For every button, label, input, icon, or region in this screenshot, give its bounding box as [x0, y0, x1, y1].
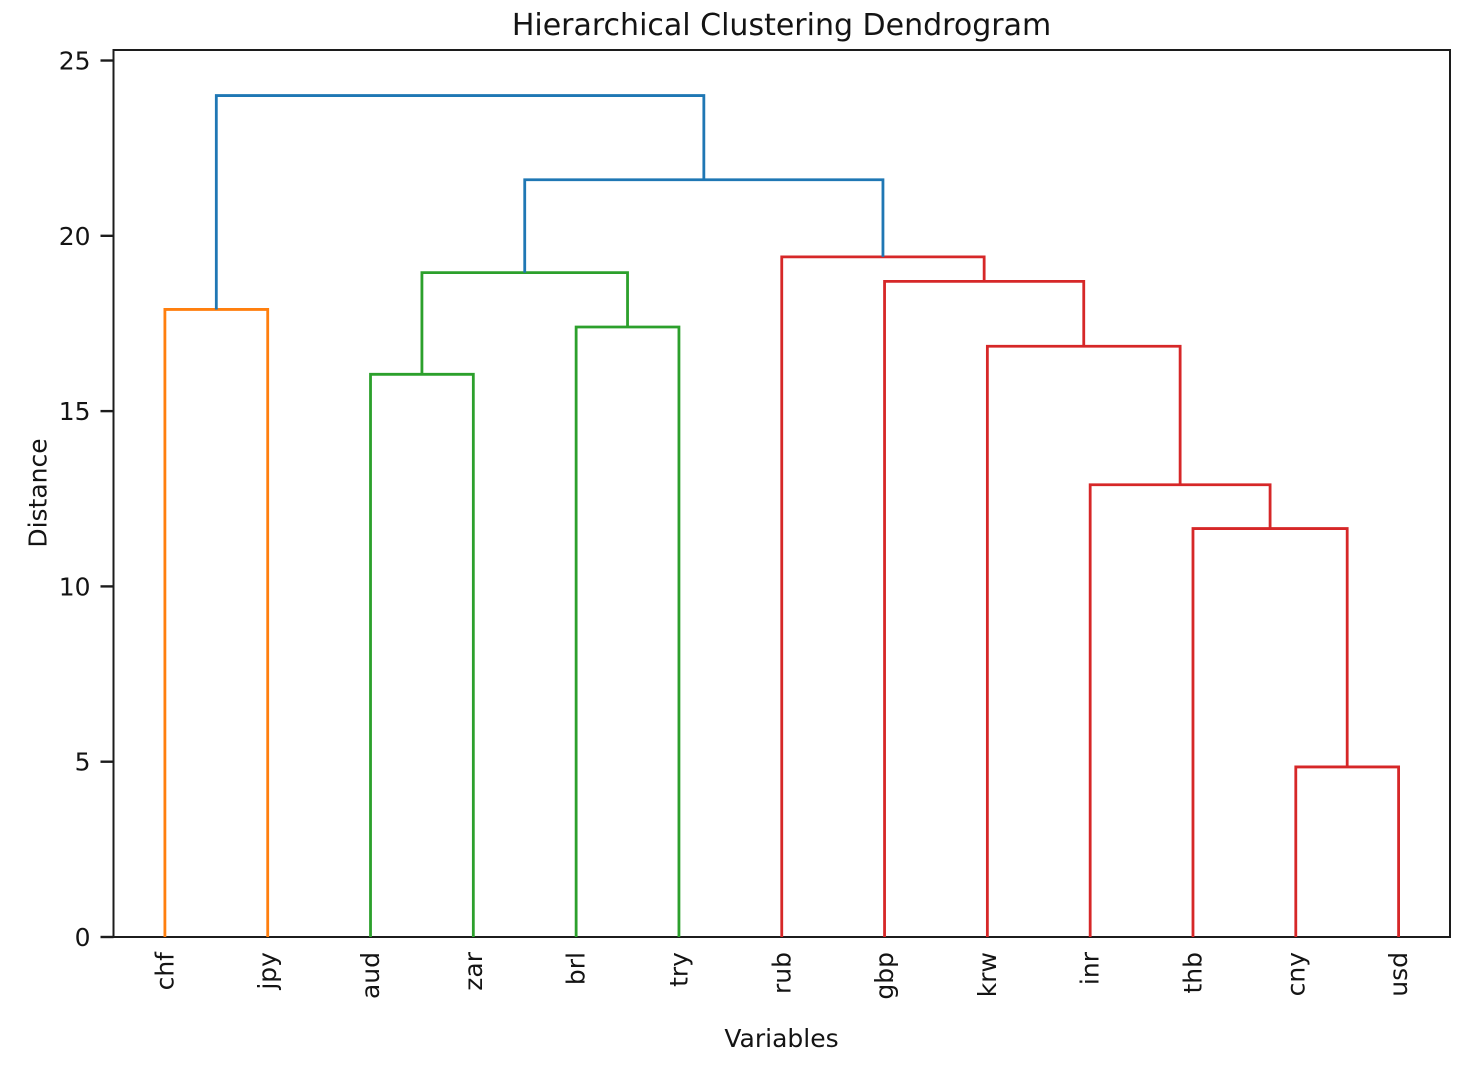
y-tick-label-20: 20 — [59, 222, 91, 251]
y-tick-label-0: 0 — [75, 923, 91, 952]
y-tick-label-10: 10 — [59, 572, 91, 601]
leaf-label-brl: brl — [562, 952, 591, 985]
cluster-link-B1 — [523, 178, 885, 273]
leaf-label-zar: zar — [459, 951, 488, 990]
cluster-link-G2 — [574, 325, 681, 937]
chart-title: Hierarchical Clustering Dendrogram — [511, 8, 1052, 43]
leaf-label-krw: krw — [973, 952, 1002, 997]
cluster-link-G3 — [420, 271, 629, 375]
y-tick-label-5: 5 — [75, 748, 91, 777]
cluster-link-R6 — [780, 255, 986, 937]
x-axis-label: Variables — [724, 1024, 839, 1053]
cluster-link-O1 — [163, 308, 270, 937]
leaf-label-usd: usd — [1384, 952, 1413, 997]
leaf-label-rub: rub — [767, 952, 796, 994]
y-tick-label-15: 15 — [59, 397, 91, 426]
cluster-link-G1 — [369, 372, 475, 937]
cluster-link-R5 — [883, 279, 1086, 937]
leaf-label-thb: thb — [1178, 952, 1207, 994]
y-axis-label: Distance — [23, 438, 53, 548]
leaf-label-inr: inr — [1076, 951, 1105, 985]
leaf-label-jpy: jpy — [253, 952, 282, 991]
cluster-link-B2 — [214, 94, 706, 310]
leaf-label-gbp: gbp — [870, 952, 899, 1000]
cluster-link-R4 — [985, 344, 1182, 937]
cluster-link-R1 — [1294, 765, 1400, 937]
y-tick-label-25: 25 — [59, 47, 91, 76]
cluster-link-R3 — [1088, 483, 1272, 937]
leaf-label-try: try — [664, 952, 693, 987]
leaf-label-cny: cny — [1281, 952, 1310, 997]
leaf-label-aud: aud — [356, 952, 385, 999]
leaf-label-chf: chf — [150, 951, 179, 991]
cluster-link-R2 — [1191, 527, 1349, 937]
